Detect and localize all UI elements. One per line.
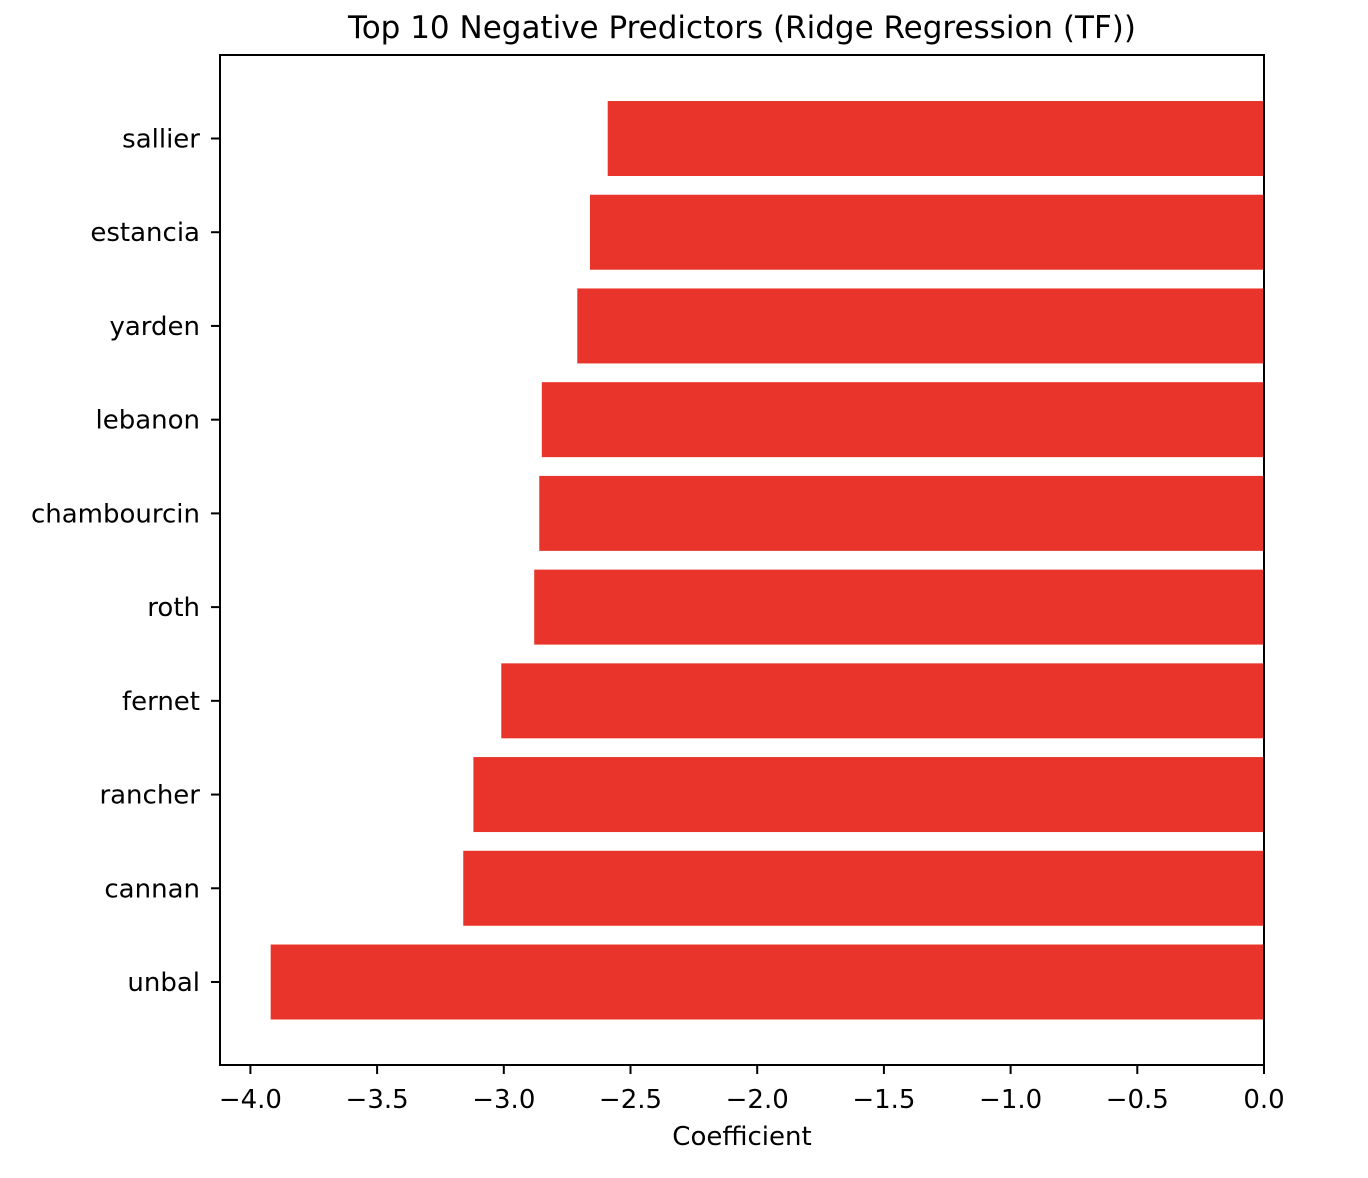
y-tick-label: roth	[147, 593, 200, 623]
x-tick-label: 0.0	[1243, 1085, 1284, 1115]
x-tick-label: −4.0	[219, 1085, 282, 1115]
y-tick-label: fernet	[122, 687, 200, 717]
x-tick-label: −3.0	[472, 1085, 535, 1115]
bar-roth	[534, 569, 1264, 645]
y-tick-label: sallier	[122, 125, 200, 155]
x-tick-label: −2.0	[726, 1085, 789, 1115]
y-tick-label: unbal	[127, 968, 200, 998]
y-tick-label: rancher	[99, 781, 200, 811]
y-tick-label: yarden	[109, 312, 200, 342]
bar-yarden	[577, 288, 1264, 364]
x-tick-label: −3.5	[346, 1085, 409, 1115]
x-axis-label: Coefficient	[672, 1122, 811, 1152]
x-tick-label: −2.5	[599, 1085, 662, 1115]
bar-rancher	[473, 757, 1264, 833]
y-tick-label: lebanon	[95, 406, 200, 436]
x-tick-label: −1.0	[979, 1085, 1042, 1115]
x-axis-ticks: −4.0 −3.5 −3.0 −2.5 −2.0 −1.5 −1.0 −0.5 0.0	[219, 1065, 1285, 1115]
y-axis-ticks: sallier estancia yarden lebanon chambourcin r…	[31, 125, 220, 998]
bar-lebanon	[541, 382, 1264, 458]
bar-cannan	[463, 850, 1264, 926]
x-tick-label: −1.5	[852, 1085, 915, 1115]
x-tick-label: −0.5	[1106, 1085, 1169, 1115]
bar-sallier	[607, 101, 1264, 176]
bar-fernet	[501, 663, 1264, 739]
bar-unbal	[270, 944, 1264, 1020]
y-tick-label: cannan	[104, 874, 200, 904]
bars-layer	[270, 101, 1264, 1020]
y-tick-label: chambourcin	[31, 499, 200, 529]
bar-chambourcin	[539, 475, 1264, 551]
bar-estancia	[589, 194, 1264, 270]
y-tick-label: estancia	[90, 218, 200, 248]
chart-title: Top 10 Negative Predictors (Ridge Regres…	[347, 10, 1136, 46]
plot-frame	[219, 54, 1265, 1066]
